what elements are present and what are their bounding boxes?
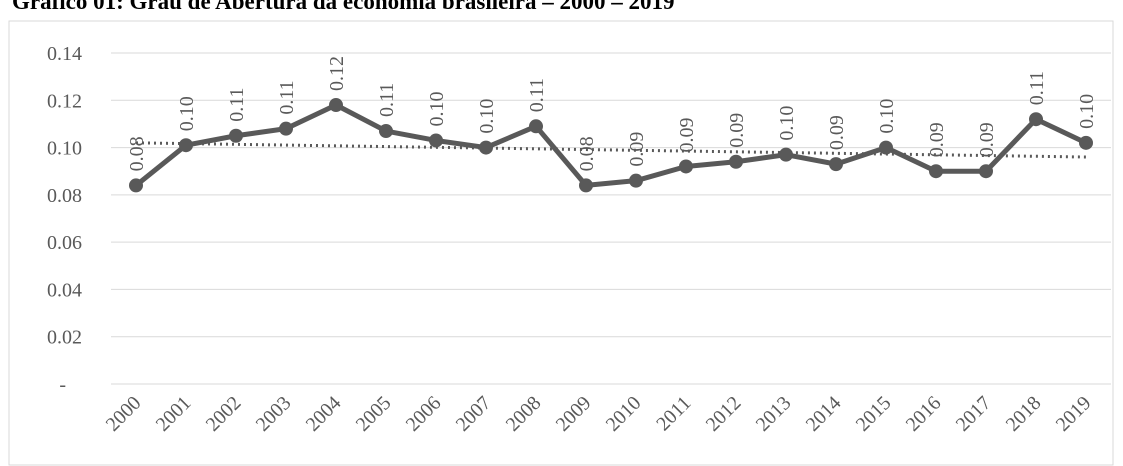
value-label: 0.09 [676,117,698,152]
x-tick-label: 2015 [852,392,896,436]
value-label: 0.09 [726,113,748,148]
x-tick-label: 2001 [152,392,196,436]
data-point [929,164,943,179]
data-point [979,164,993,179]
value-label: 0.09 [626,132,648,167]
value-label: 0.10 [776,106,798,141]
y-tick-label: 0.06 [47,232,82,254]
value-label: 0.08 [576,136,598,171]
data-point [879,140,893,155]
x-tick-label: 2008 [502,392,546,436]
x-tick-label: 2004 [302,392,346,436]
value-label: 0.10 [1076,94,1098,129]
data-point [179,138,193,153]
y-tick-label: - [59,374,66,396]
x-tick-label: 2017 [952,392,996,436]
x-tick-label: 2002 [202,392,246,436]
x-tick-label: 2018 [1002,392,1046,436]
value-label: 0.12 [326,56,348,91]
x-tick-label: 2012 [702,392,746,436]
data-point [829,157,843,172]
y-tick-label: 0.10 [47,138,82,160]
x-tick-label: 2005 [352,392,396,436]
y-tick-label: 0.08 [47,185,82,207]
value-label: 0.11 [376,83,398,117]
data-point [329,98,343,113]
data-point [779,147,793,162]
x-tick-label: 2011 [652,392,695,435]
x-tick-label: 2000 [102,392,146,436]
data-point [229,128,243,143]
data-point [679,159,693,174]
data-point [629,173,643,188]
x-tick-label: 2013 [752,392,796,436]
data-point [429,133,443,148]
y-tick-label: 0.12 [47,90,82,112]
x-tick-label: 2006 [402,392,446,436]
value-label: 0.08 [126,136,148,171]
x-tick-label: 2009 [552,392,596,436]
data-point [529,119,543,134]
data-point [1079,135,1093,150]
value-label: 0.10 [876,99,898,134]
x-tick-label: 2003 [252,392,296,436]
data-line [134,102,1088,188]
chart-border [8,20,1114,466]
value-label: 0.11 [276,80,298,114]
y-tick-label: 0.14 [47,43,82,65]
value-label: 0.11 [1026,71,1048,105]
x-tick-label: 2010 [602,392,646,436]
value-label: 0.10 [176,96,198,131]
chart-title: Gráfico 01: Grau de Abertura da economia… [12,0,674,14]
value-label: 0.11 [226,87,248,121]
data-point [129,178,143,193]
data-point [729,154,743,169]
value-label: 0.10 [476,99,498,134]
x-tick-label: 2014 [802,392,846,436]
x-tick-label: 2019 [1052,392,1096,436]
data-point [479,140,493,155]
x-tick-label: 2016 [902,392,946,436]
y-tick-label: 0.02 [47,327,82,349]
value-label: 0.09 [826,115,848,150]
data-point [579,178,593,193]
data-point [279,121,293,136]
data-point [1029,112,1043,127]
value-label: 0.09 [976,122,998,157]
x-tick-label: 2007 [452,392,496,436]
value-label: 0.11 [526,78,548,112]
y-tick-label: 0.04 [47,279,82,301]
data-point [379,124,393,139]
value-label: 0.09 [926,122,948,157]
value-label: 0.10 [426,91,448,126]
trend-line [135,141,1087,159]
